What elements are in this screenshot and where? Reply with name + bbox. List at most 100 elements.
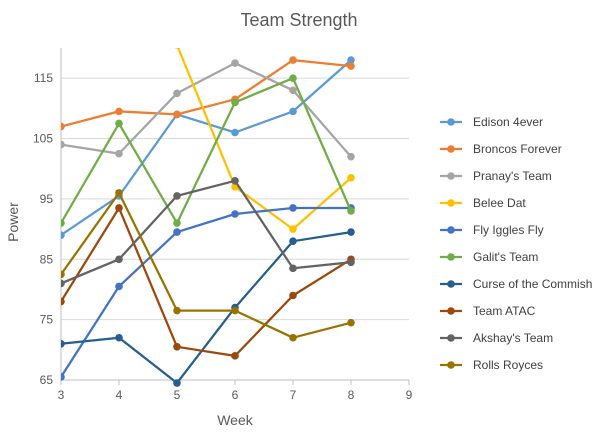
data-point: [347, 173, 355, 182]
data-point: [289, 225, 297, 233]
legend-swatch-marker: [447, 361, 455, 369]
series-line: [61, 179, 352, 285]
data-point: [347, 258, 355, 267]
data-point: [61, 122, 65, 131]
data-point: [289, 237, 297, 245]
legend-item: Galit's Team: [440, 250, 538, 264]
data-point: [289, 74, 297, 82]
data-point: [115, 255, 123, 264]
data-point: [173, 219, 181, 227]
data-point: [61, 140, 65, 149]
data-point: [347, 56, 355, 64]
data-point: [115, 107, 123, 116]
x-tick-label: 3: [58, 388, 65, 402]
series-1: [61, 56, 355, 131]
legend-label: Akshay's Team: [473, 331, 553, 345]
x-tick-label: 7: [290, 388, 297, 402]
data-point: [61, 373, 65, 381]
legend-swatch-marker: [447, 145, 455, 153]
data-point: [61, 219, 65, 227]
data-point: [231, 306, 239, 315]
legend-item: Edison 4ever: [440, 115, 543, 129]
legend-item: Belee Dat: [440, 196, 526, 210]
series-layer: [61, 48, 355, 387]
data-point: [115, 282, 123, 291]
legend-label: Galit's Team: [473, 250, 538, 264]
data-point: [173, 192, 181, 200]
series-line: [61, 58, 352, 128]
data-point: [231, 98, 239, 107]
series-5: [61, 74, 355, 227]
legend-label: Pranay's Team: [473, 169, 552, 183]
data-point: [173, 110, 181, 119]
data-point: [61, 279, 65, 288]
series-3: [174, 48, 355, 233]
data-point: [289, 291, 297, 300]
data-point: [115, 119, 123, 128]
legend-item: Rolls Royces: [440, 358, 543, 372]
legend-label: Fly Iggles Fly: [473, 223, 544, 237]
data-point: [347, 62, 355, 70]
legend-label: Rolls Royces: [473, 358, 543, 372]
y-tick-label: 115: [34, 71, 53, 85]
data-point: [115, 333, 123, 342]
legend-item: Team ATAC: [440, 304, 536, 318]
data-point: [61, 339, 65, 348]
legend: Edison 4ever Broncos Forever Pranay's Team…: [440, 115, 592, 372]
legend-swatch-marker: [447, 172, 455, 180]
series-8: [61, 177, 355, 288]
series-line: [61, 206, 351, 378]
data-point: [289, 86, 297, 95]
data-point: [347, 207, 355, 215]
legend-label: Curse of the Commish: [473, 277, 592, 291]
legend-swatch-marker: [447, 280, 455, 288]
data-point: [289, 264, 297, 273]
x-tick-label: 8: [348, 388, 355, 402]
data-point: [173, 228, 181, 236]
data-point: [174, 48, 180, 49]
legend-item: Curse of the Commish: [440, 277, 592, 291]
legend-swatch-marker: [447, 253, 455, 261]
x-tick-label: 4: [116, 388, 123, 402]
data-point: [289, 333, 297, 342]
data-point: [347, 152, 355, 161]
series-0: [61, 56, 355, 239]
gridlines: [61, 77, 409, 381]
legend-label: Broncos Forever: [473, 142, 562, 156]
legend-item: Broncos Forever: [440, 142, 562, 156]
y-tick-label: 65: [40, 373, 54, 387]
data-point: [115, 189, 123, 197]
x-tick-label: 6: [232, 388, 239, 402]
data-point: [289, 204, 297, 212]
data-point: [173, 306, 181, 315]
series-4: [61, 204, 355, 381]
data-point: [173, 379, 181, 387]
y-tick-label: 105: [33, 132, 53, 146]
data-point: [347, 228, 355, 236]
data-point: [173, 89, 181, 98]
x-tick-label: 5: [174, 388, 181, 402]
data-point: [289, 56, 297, 64]
series-line: [177, 48, 352, 231]
series-line: [61, 191, 352, 339]
legend-swatch-marker: [447, 307, 455, 315]
series-7: [61, 204, 355, 360]
data-point: [289, 107, 297, 116]
legend-label: Team ATAC: [473, 304, 536, 318]
x-tick-label: 9: [406, 388, 413, 402]
data-point: [61, 297, 65, 306]
data-point: [61, 231, 65, 239]
legend-item: Pranay's Team: [440, 169, 552, 183]
data-point: [115, 204, 123, 212]
legend-item: Fly Iggles Fly: [440, 223, 544, 237]
data-point: [173, 343, 181, 351]
legend-swatch-marker: [447, 226, 455, 234]
series-line: [61, 77, 353, 225]
data-point: [231, 210, 239, 218]
data-point: [231, 59, 239, 67]
chart-title: Team Strength: [240, 10, 357, 30]
legend-label: Edison 4ever: [473, 115, 543, 129]
x-axis-title: Week: [217, 412, 254, 428]
legend-swatch-marker: [447, 199, 455, 207]
series-2: [61, 59, 355, 161]
